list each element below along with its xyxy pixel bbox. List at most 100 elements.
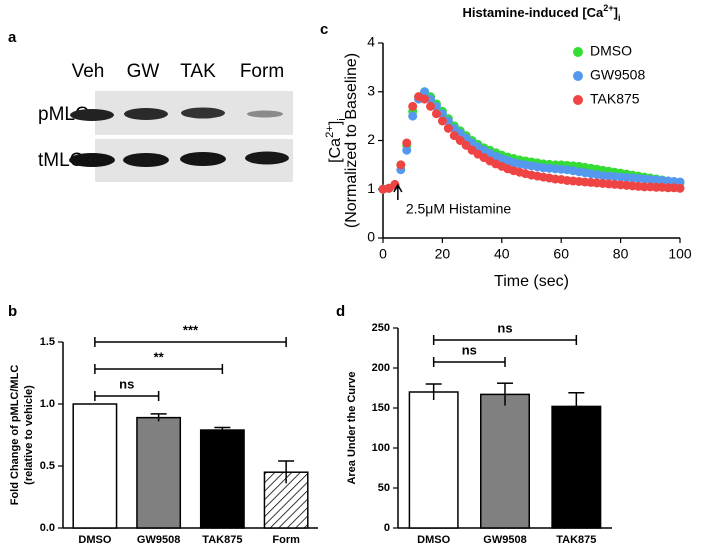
lane-label: Form: [240, 61, 284, 82]
x-tick-label: TAK875: [202, 534, 242, 544]
data-point: [420, 87, 430, 97]
row-label: pMLC: [38, 104, 89, 125]
significance-label: **: [154, 349, 165, 364]
significance-bracket: [94, 364, 224, 374]
y-tick-label: 0: [367, 229, 375, 245]
bar: [551, 405, 602, 529]
legend-label: TAK875: [590, 91, 640, 107]
y-axis-label: (Normalized to Baseline): [343, 53, 360, 228]
panel-label: c: [320, 21, 328, 38]
chart-title-part: i: [618, 13, 621, 23]
data-point: [449, 131, 459, 141]
lane-label: Veh: [72, 61, 105, 82]
bar: [479, 393, 531, 529]
legend-marker: [573, 71, 583, 81]
error-bar: [278, 460, 295, 484]
y-axis-label-part: [Ca: [327, 138, 344, 163]
significance-label: ***: [183, 322, 199, 337]
y-tick-label: 1.0: [40, 398, 55, 410]
x-tick-label: DMSO: [78, 534, 111, 544]
panel-label: d: [336, 303, 345, 320]
significance-bracket: [432, 335, 578, 345]
legend-marker: [573, 95, 583, 105]
lane-label: TAK: [180, 61, 216, 82]
significance-label: ns: [119, 376, 134, 391]
y-tick-label: 1.5: [40, 336, 55, 348]
data-point: [408, 101, 418, 111]
y-axis-label-part: ]: [327, 121, 344, 125]
bar: [72, 403, 118, 529]
y-axis-label-part: i: [336, 118, 348, 121]
y-axis-label-part: 2+: [324, 125, 336, 138]
data-point: [420, 94, 430, 104]
x-tick-label: 0: [379, 246, 387, 262]
y-tick-label: 1: [367, 180, 375, 196]
panel-label: a: [8, 29, 17, 46]
x-tick-label: 60: [553, 246, 569, 262]
error-bar: [497, 382, 513, 406]
lane-label: GW: [127, 61, 160, 82]
x-axis-label: Time (sec): [494, 273, 569, 290]
x-tick-label: 80: [613, 246, 629, 262]
x-tick-label: TAK875: [556, 534, 596, 544]
significance-label: ns: [497, 320, 512, 335]
annotation: 2.5μM Histamine: [406, 201, 512, 217]
y-tick-label: 2: [367, 131, 375, 147]
panel-label: b: [8, 303, 17, 320]
chart-title: Histamine-induced [Ca2+]i: [462, 3, 620, 23]
chart-title-part: Histamine-induced [Ca: [462, 5, 604, 20]
legend-label: DMSO: [590, 43, 632, 59]
data-point: [402, 138, 412, 148]
y-tick-label: 200: [372, 362, 390, 374]
x-tick-label: Form: [272, 534, 300, 544]
x-tick-label: 20: [435, 246, 451, 262]
significance-bracket: [94, 391, 160, 401]
data-point: [443, 123, 453, 133]
x-tick-label: DMSO: [417, 534, 450, 544]
y-tick-label: 0.0: [40, 522, 55, 534]
data-point: [402, 145, 412, 155]
error-bar: [568, 392, 585, 420]
data-point: [675, 183, 685, 193]
y-axis-label: Area Under the Curve: [346, 371, 358, 484]
chart-title-part: ]: [614, 5, 618, 20]
chart-title-part: 2+: [603, 3, 613, 13]
data-point: [437, 116, 447, 126]
annotation-arrow: [393, 183, 403, 200]
bar: [136, 416, 182, 529]
y-tick-label: 150: [372, 402, 390, 414]
significance-label: ns: [462, 342, 477, 357]
error-bar: [214, 426, 231, 433]
data-point: [396, 160, 406, 170]
y-tick-label: 0.5: [40, 460, 55, 472]
error-bar: [425, 383, 442, 400]
bar: [199, 429, 245, 529]
data-point: [426, 101, 436, 111]
bar: [408, 391, 459, 529]
y-tick-label: 50: [378, 482, 390, 494]
x-tick-label: 100: [668, 246, 692, 262]
significance-bracket: [432, 357, 506, 367]
error-bar: [150, 413, 167, 422]
data-point: [455, 136, 465, 145]
x-tick-label: 40: [494, 246, 510, 262]
row-label: tMLC: [38, 150, 83, 171]
y-axis-label: Fold Change of pMLC/MLC: [9, 365, 21, 506]
significance-bracket: [94, 337, 287, 347]
data-point: [461, 140, 471, 150]
y-axis-label: [Ca2+]i: [324, 118, 348, 163]
y-tick-label: 0: [384, 522, 390, 534]
y-tick-label: 100: [372, 442, 390, 454]
y-tick-label: 250: [372, 322, 390, 334]
y-tick-label: 4: [367, 34, 375, 50]
x-tick-label: GW9508: [137, 534, 180, 544]
y-tick-label: 3: [367, 82, 375, 98]
legend-marker: [573, 47, 583, 57]
x-tick-label: GW9508: [483, 534, 526, 544]
data-point: [675, 177, 685, 187]
blot-bands: [69, 107, 289, 167]
legend-label: GW9508: [590, 67, 645, 83]
data-point: [408, 111, 418, 121]
data-point: [431, 109, 441, 119]
